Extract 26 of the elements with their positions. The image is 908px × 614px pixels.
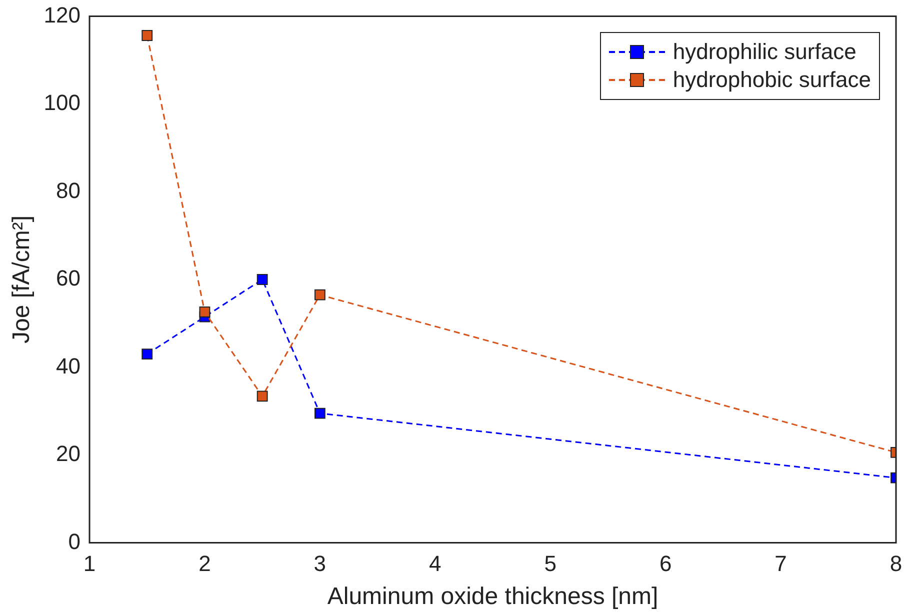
legend-label: hydrophilic surface — [672, 39, 856, 66]
y-tick-label: 100 — [44, 90, 81, 116]
x-axis-title: Aluminum oxide thickness [nm] — [327, 583, 658, 610]
point — [256, 274, 268, 285]
x-tick-label: 7 — [774, 551, 787, 576]
x-tick-label: 6 — [659, 551, 672, 576]
y-tick-label: 120 — [44, 2, 81, 28]
x-tick-label: 3 — [314, 551, 326, 576]
point — [314, 289, 326, 300]
y-tick-label: 80 — [56, 178, 81, 203]
point — [256, 390, 268, 402]
y-tick-label: 20 — [56, 441, 81, 466]
legend-label: hydrophobic surface — [672, 67, 871, 94]
y-tick-label: 0 — [68, 528, 81, 554]
x-tick-label: 2 — [198, 551, 211, 576]
point — [142, 30, 153, 41]
x-tick-label: 5 — [544, 551, 556, 576]
y-tick-label: 60 — [56, 266, 81, 291]
x-tick-label: 1 — [83, 551, 96, 576]
y-axis-title: Joe [fA/cm²] — [8, 215, 36, 344]
point — [314, 408, 326, 419]
x-tick-label: 8 — [890, 551, 902, 576]
point — [199, 306, 210, 318]
x-tick-label: 4 — [429, 551, 442, 576]
point — [142, 348, 153, 360]
y-tick-label: 40 — [56, 353, 81, 378]
